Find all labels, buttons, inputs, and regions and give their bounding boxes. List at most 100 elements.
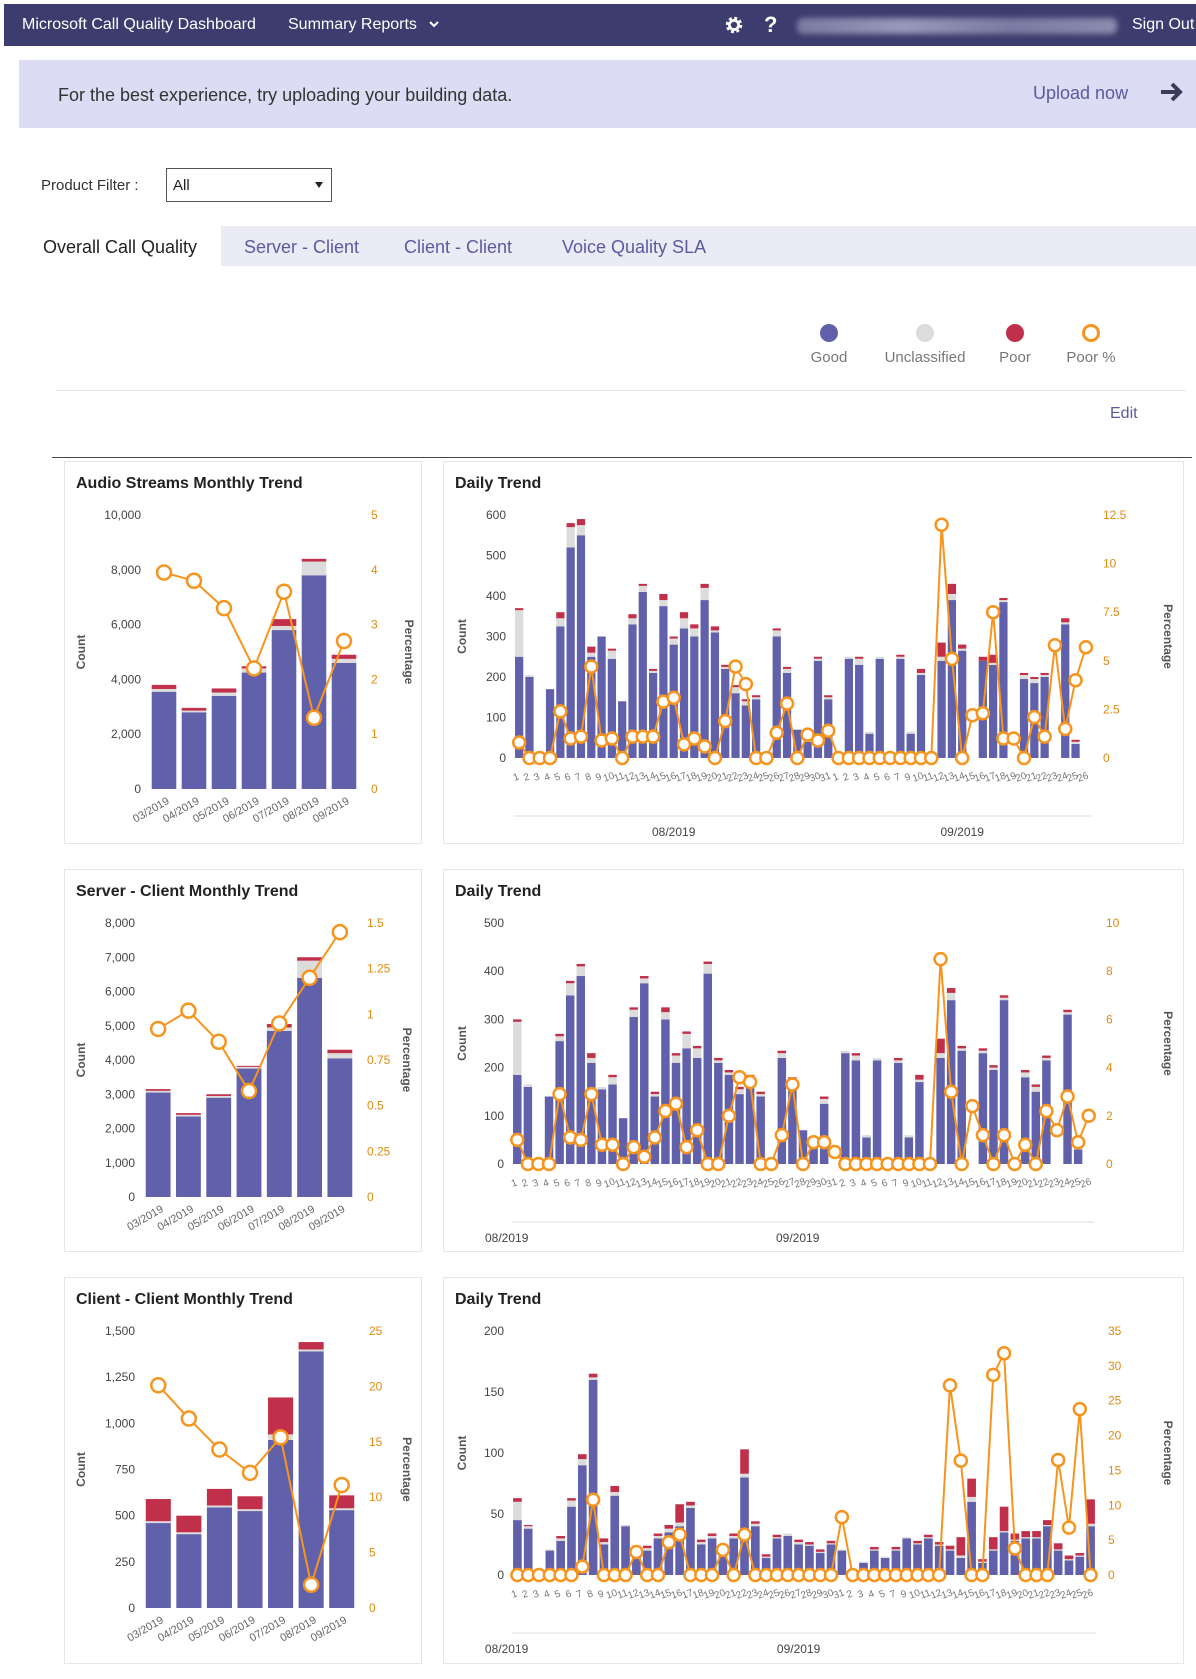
poor-bar xyxy=(565,980,575,984)
unclassified-bar xyxy=(599,1542,609,1545)
poor-pct-point xyxy=(553,704,568,719)
good-bar xyxy=(513,1520,522,1575)
good-bar xyxy=(515,656,524,758)
x-tick-label: 15 xyxy=(653,770,668,784)
poor-bar xyxy=(686,1501,695,1506)
y2-tick-label: 0 xyxy=(1108,1568,1115,1582)
y-tick-label: 100 xyxy=(484,1446,504,1460)
tab-overall-call-quality[interactable]: Overall Call Quality xyxy=(19,226,222,266)
x-tick-label: 4 xyxy=(543,771,552,783)
x-tick-label: 14 xyxy=(648,1587,663,1601)
unclassified-bar xyxy=(1075,1555,1085,1557)
poor-bar xyxy=(642,1545,652,1549)
poor-pct-point xyxy=(1039,1103,1054,1119)
y-tick-label: 400 xyxy=(486,589,506,603)
good-bar xyxy=(915,1082,924,1164)
product-filter-value: All xyxy=(173,177,190,194)
monthly-trend-chart: 0 1,000 2,000 3,000 4,000 5,000 6,000 7,000 8,00… xyxy=(74,916,414,1233)
unclassified-bar xyxy=(621,1524,630,1527)
poor-pct-point xyxy=(715,1542,731,1558)
y-tick-label: 500 xyxy=(486,549,506,563)
good-bar xyxy=(327,1058,353,1197)
x-tick-label: 3 xyxy=(531,1177,540,1189)
unclassified-bar xyxy=(915,1079,924,1083)
y2-tick-label: 0 xyxy=(1103,751,1110,765)
x-tick-label: 17 xyxy=(984,1176,999,1190)
x-tick-label: 25 xyxy=(761,1176,776,1190)
unclassified-bar xyxy=(587,652,596,657)
x-tick-label: 11 xyxy=(613,771,627,785)
y-tick-label: 7,000 xyxy=(105,950,135,964)
x-tick-label: 2 xyxy=(842,771,851,783)
y-tick-label: 1,500 xyxy=(105,1324,135,1338)
legend-good-label: Good xyxy=(810,349,848,366)
tab-voice-quality-sla[interactable]: Voice Quality SLA xyxy=(562,237,707,257)
help-icon[interactable]: ? xyxy=(764,12,778,37)
product-filter-select[interactable]: All xyxy=(166,168,332,202)
x-tick-label: 20 xyxy=(1014,770,1029,784)
poor-pct-point xyxy=(737,1527,752,1542)
poor-bar xyxy=(648,668,658,671)
poor-pct-point xyxy=(934,517,949,532)
x-tick-label: 8 xyxy=(586,1588,595,1600)
legend-unclassified[interactable]: Unclassified xyxy=(880,324,970,366)
poor-pct-point xyxy=(150,1377,167,1394)
poor-pct-point xyxy=(1068,672,1083,688)
y-tick-label: 2,000 xyxy=(105,1122,135,1136)
good-bar xyxy=(967,1501,976,1575)
x-tick-label: 18 xyxy=(687,1176,702,1190)
unclassified-bar xyxy=(1043,1524,1052,1527)
x-tick-label: 15 xyxy=(962,1587,977,1601)
good-bar xyxy=(241,672,267,789)
poor-bar xyxy=(741,699,750,702)
poor-pct-point xyxy=(658,1103,673,1119)
unclassified-bar xyxy=(653,1535,663,1539)
edit-link[interactable]: Edit xyxy=(1110,405,1138,422)
x-tick-label: 26 xyxy=(767,770,782,784)
poor-pct-point xyxy=(180,1410,198,1427)
poor-bar xyxy=(640,976,649,979)
x-tick-label: 20 xyxy=(1015,1176,1030,1190)
summary-reports-menu[interactable]: Summary Reports xyxy=(288,16,440,34)
good-bar xyxy=(145,1092,171,1197)
good-bar xyxy=(638,591,647,758)
poor-pct-point xyxy=(823,1567,839,1583)
good-bar xyxy=(772,636,781,758)
poor-pct-point xyxy=(1007,1541,1023,1556)
unclassified-bar xyxy=(934,1544,944,1546)
good-bar xyxy=(1040,677,1049,758)
y-tick-label: 600 xyxy=(486,508,506,522)
x-tick-label: 16 xyxy=(670,1587,685,1601)
legend-poor-pct[interactable]: Poor % xyxy=(1046,324,1136,366)
legend-good[interactable]: Good xyxy=(784,324,874,366)
y2-tick-label: 1 xyxy=(367,1007,374,1021)
x-tick-label: 14 xyxy=(951,1587,966,1601)
sign-out-link[interactable]: Sign Out xyxy=(1132,16,1195,33)
x-tick-label: 31 xyxy=(825,1176,840,1190)
unclassified-bar xyxy=(815,1551,825,1554)
poor-pct-point xyxy=(834,1509,850,1525)
tab-client-client[interactable]: Client - Client xyxy=(404,237,513,257)
good-bar xyxy=(1031,1091,1041,1164)
x-tick-label: 24 xyxy=(746,770,761,784)
unclassified-bar xyxy=(1086,1523,1095,1527)
poor-bar xyxy=(628,614,637,619)
gear-icon[interactable] xyxy=(723,14,745,36)
poor-pct-point xyxy=(302,1576,320,1593)
poor-bar xyxy=(515,608,524,611)
x-tick-label: 22 xyxy=(726,770,741,784)
upload-now-link[interactable]: Upload now xyxy=(1033,83,1129,103)
tab-server-client[interactable]: Server - Client xyxy=(244,237,360,257)
poor-bar xyxy=(855,656,864,659)
unclassified-bar xyxy=(782,668,792,673)
good-bar xyxy=(772,1538,782,1575)
legend-poor[interactable]: Poor xyxy=(970,324,1060,366)
arrow-right-icon[interactable] xyxy=(1159,80,1185,104)
unclassified-bar xyxy=(577,1459,587,1466)
x-tick-label: 23 xyxy=(745,1587,760,1601)
good-bar xyxy=(588,1379,598,1575)
x-tick-label: 23 xyxy=(1047,1176,1062,1190)
app-title[interactable]: Microsoft Call Quality Dashboard xyxy=(22,16,256,33)
poor-pct-point xyxy=(827,1144,842,1160)
poor-bar xyxy=(576,519,586,526)
